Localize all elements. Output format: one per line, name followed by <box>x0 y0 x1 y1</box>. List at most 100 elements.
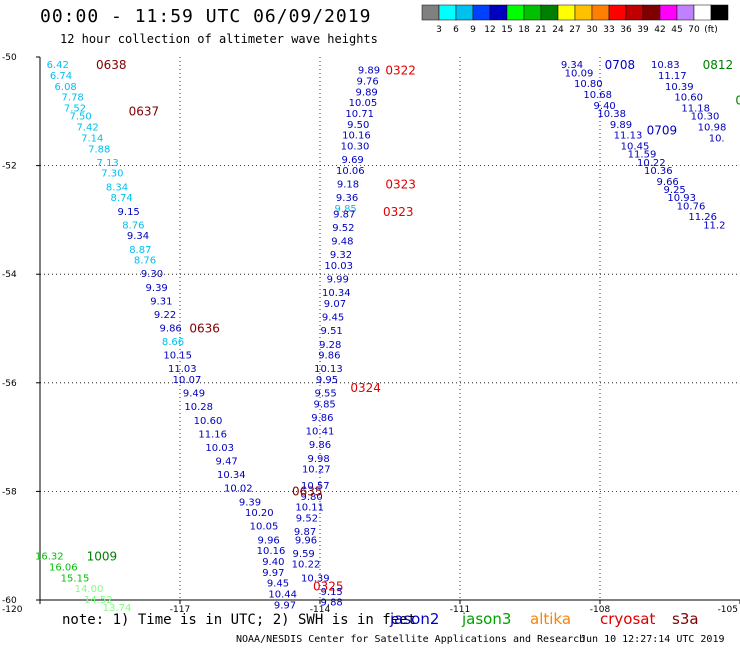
swh-value-jason3: 10.30 <box>691 112 720 123</box>
swh-value-s3a: 6.08 <box>55 82 77 93</box>
time-label: 0709 <box>647 123 678 137</box>
swh-value-jason2: 11.59 <box>628 150 657 161</box>
time-label: 0638 <box>96 58 127 72</box>
swh-value-jason3: 11.18 <box>681 104 710 115</box>
swh-value-s3a: 10.34 <box>217 470 246 481</box>
swh-value-s3a: 10.28 <box>184 402 213 413</box>
swh-value-cryosat: 9.86 <box>311 413 333 424</box>
swh-value-cryosat: 9.85 <box>314 400 336 411</box>
colorbar-label: (ft) <box>704 25 718 35</box>
swh-value-jason2: 11.13 <box>614 131 643 142</box>
swh-value-s3a: 7.88 <box>88 144 110 155</box>
swh-value-cryosat: 10.16 <box>342 131 371 142</box>
swh-value-s3a: 10.44 <box>268 590 297 601</box>
swh-value-s3a: 6.42 <box>47 60 69 71</box>
swh-value-s3a: 9.40 <box>262 557 284 568</box>
legend-s3a: s3a <box>672 610 699 628</box>
swh-value-s3a: 10.60 <box>194 416 223 427</box>
swh-value-s3a: 9.31 <box>150 296 172 307</box>
swh-value-cryosat: 9.99 <box>327 275 349 286</box>
swh-value-cryosat: 10.05 <box>349 98 378 109</box>
swh-value-s3a: 9.47 <box>216 457 238 468</box>
swh-value-s3a: 7.13 <box>97 158 119 169</box>
colorbar-label: 45 <box>671 25 682 35</box>
swh-value-s3a: 9.97 <box>274 600 296 611</box>
chart-axes: -120 -117 -114 -111 -108 -105 -50 -52 -54 -56 -58 -… <box>2 53 740 615</box>
swh-value-jason2: 10.68 <box>583 90 612 101</box>
swh-value-cryosat: 9.59 <box>293 549 315 560</box>
colorbar-label: 24 <box>552 25 564 35</box>
colorbar-label: 36 <box>620 25 632 35</box>
colorbar-label: 33 <box>603 25 614 35</box>
y-tick-label: -58 <box>2 487 17 497</box>
swh-value-jason2: 10.93 <box>667 193 696 204</box>
colorbar-swatch <box>591 4 610 21</box>
swh-value-s3a: 8.87 <box>129 245 151 256</box>
swh-value-cryosat: 10.57 <box>301 481 330 492</box>
swh-value-cryosat: 9.89 <box>358 66 380 77</box>
swh-value-jason2: 9.89 <box>610 120 632 131</box>
swh-value-s3a: 9.96 <box>258 535 280 546</box>
swh-value-s3a: 7.50 <box>69 112 91 123</box>
swh-value-s3a: 9.15 <box>118 207 140 218</box>
swh-value-cryosat: 9.89 <box>356 87 378 98</box>
swh-value-cryosat: 9.51 <box>321 326 343 337</box>
x-tick-label: -117 <box>170 605 190 615</box>
swh-value-s3a: 7.78 <box>62 93 84 104</box>
swh-value-s3a: 9.30 <box>141 269 163 280</box>
swh-value-s3a: 7.30 <box>101 169 123 180</box>
swh-value-cryosat: 10.27 <box>302 465 331 476</box>
colorbar-swatch <box>625 4 644 21</box>
swh-value-jason3: 11.17 <box>658 71 687 82</box>
swh-value-altika: 16.06 <box>49 562 78 573</box>
swh-value-jason2: 10.80 <box>574 79 603 90</box>
colorbar-swatch <box>557 4 576 21</box>
swh-value-cryosat: 9.80 <box>300 492 322 503</box>
swh-value-s3a: 8.76 <box>122 220 144 231</box>
colorbar-label: 6 <box>453 25 459 35</box>
swh-value-altika: 16.32 <box>35 552 64 563</box>
time-label: 0323 <box>385 178 416 192</box>
swh-value-cryosat: 9.87 <box>333 209 355 220</box>
colorbar-swatch <box>438 4 457 21</box>
swh-value-cryosat: 9.52 <box>296 514 318 525</box>
swh-value-cryosat: 10.41 <box>306 427 335 438</box>
colorbar-swatch <box>608 4 627 21</box>
swh-value-s3a: 10.20 <box>245 508 274 519</box>
time-label: 0322 <box>385 64 416 78</box>
swh-value-s3a: 8.66 <box>162 337 184 348</box>
colorbar-label: 18 <box>518 25 530 35</box>
swh-value-jason2: 10.38 <box>597 109 626 120</box>
swh-value-jason2: 11.2 <box>703 220 725 231</box>
time-label: 0635 <box>292 484 323 498</box>
colorbar-label: 42 <box>654 25 665 35</box>
swh-value-s3a: 11.16 <box>198 429 227 440</box>
swh-value-s3a: 9.49 <box>183 389 205 400</box>
colorbar-swatch <box>710 4 729 21</box>
y-tick-label: -52 <box>2 162 17 172</box>
swh-value-cryosat: 9.95 <box>316 375 338 386</box>
colorbar-label: 27 <box>569 25 580 35</box>
colorbar-label: 9 <box>470 25 476 35</box>
x-tick-label: -111 <box>450 605 470 615</box>
swh-value-cryosat: 9.45 <box>322 313 344 324</box>
swh-value-cryosat: 9.28 <box>319 340 341 351</box>
swh-value-jason3: 10.60 <box>674 93 703 104</box>
colorbar-label: 15 <box>501 25 512 35</box>
swh-value-jason2: 10.09 <box>565 68 594 79</box>
time-label: 0 <box>735 93 740 107</box>
swh-value-cryosat: 10.06 <box>336 166 365 177</box>
swh-value-cryosat: 9.18 <box>337 180 359 191</box>
swh-value-altika: 13.74 <box>103 603 132 614</box>
x-tick-label: -120 <box>2 605 23 615</box>
swh-value-s3a: 10.02 <box>224 484 253 495</box>
swh-value-cryosat: 9.50 <box>347 120 369 131</box>
swh-value-s3a: 10.16 <box>257 546 286 557</box>
time-label: 0324 <box>350 381 381 395</box>
colorbar-swatch <box>540 4 559 21</box>
swh-value-jason3: 10.39 <box>665 82 694 93</box>
colorbar-swatch <box>659 4 678 21</box>
swh-value-s3a: 7.14 <box>81 133 103 144</box>
colorbar-label: 12 <box>484 25 495 35</box>
